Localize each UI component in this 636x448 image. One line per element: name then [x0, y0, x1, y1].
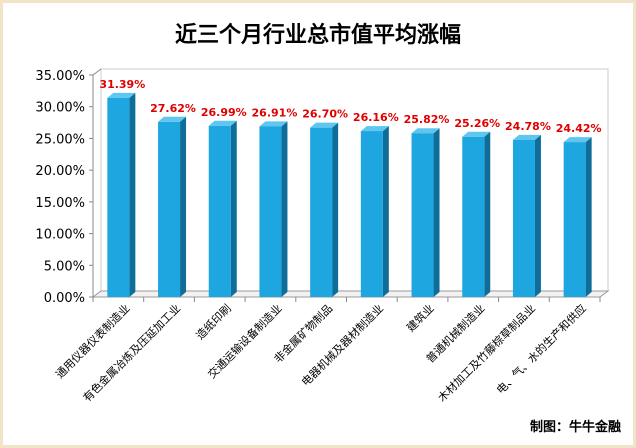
x-tick-label: 造纸印刷 [193, 301, 234, 342]
y-tick-label: 10.00% [35, 228, 85, 243]
bar-side [433, 128, 440, 297]
y-tick-label: 20.00% [35, 164, 85, 179]
bar-side [382, 126, 389, 297]
bar-side [332, 122, 339, 297]
bar-top [360, 126, 389, 132]
y-axis-top [92, 68, 102, 76]
data-label: 24.78% [505, 120, 551, 133]
data-label: 26.70% [302, 108, 348, 121]
bar [158, 121, 181, 297]
bar [107, 97, 130, 298]
bar [310, 127, 333, 297]
x-tick-label: 建筑业 [403, 301, 436, 334]
bar-top [411, 128, 440, 134]
y-tick-label: 5.00% [44, 259, 85, 274]
y-tick-label: 30.00% [35, 101, 85, 116]
bar-top [158, 116, 187, 122]
bar [259, 126, 282, 297]
data-label: 26.99% [201, 106, 247, 119]
bar-top [512, 134, 541, 140]
bar-side [534, 134, 541, 297]
bar-top [462, 131, 491, 137]
bar-top [259, 121, 288, 127]
bar [462, 136, 485, 297]
bar-side [129, 92, 136, 298]
bar [512, 139, 535, 297]
bar-top [563, 137, 592, 143]
bar-side [230, 120, 237, 298]
data-label: 26.16% [353, 111, 399, 124]
x-tick-label: 有色金属冶炼及压延加工业 [80, 301, 183, 404]
y-tick-label: 15.00% [35, 196, 85, 211]
bar-side [180, 116, 187, 297]
x-tick-label: 木材加工及竹藤棕草制品业 [435, 301, 538, 404]
bar [360, 131, 383, 297]
data-label: 31.39% [99, 78, 145, 91]
bar-top [310, 122, 339, 128]
bar-side [484, 131, 491, 297]
chart-title: 近三个月行业总市值平均涨幅 [174, 23, 461, 48]
bar-side [281, 121, 288, 297]
bar-top [107, 92, 136, 98]
bar-chart: 0.00% 5.00% 10.00% 15.00% 20.00% 25.00% 30.00%… [35, 68, 610, 404]
data-label: 25.26% [454, 117, 500, 130]
x-tick-label: 电器机械及器材制造业 [298, 301, 386, 389]
y-tick-label: 25.00% [35, 132, 85, 147]
bar-top [208, 120, 237, 126]
bar [563, 142, 586, 297]
bar-side [585, 137, 592, 297]
data-label: 27.62% [150, 102, 196, 115]
data-label: 26.91% [252, 106, 298, 119]
data-label: 24.42% [556, 122, 602, 135]
bar [411, 133, 434, 297]
data-label: 25.82% [404, 113, 450, 126]
y-tick-label: 0.00% [44, 291, 85, 306]
y-tick-label: 35.00% [35, 69, 85, 84]
bar [208, 125, 231, 298]
x-tick-label: 电、气、水的生产和供应 [493, 301, 588, 396]
credit-label: 制图：牛牛金融 [529, 420, 621, 435]
